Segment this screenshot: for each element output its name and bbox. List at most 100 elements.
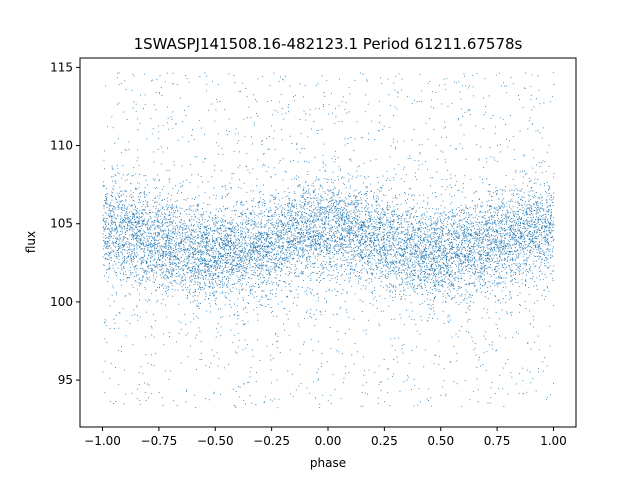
data-point [257, 339, 259, 341]
data-point [448, 212, 450, 213]
data-point [293, 239, 294, 241]
data-point [177, 209, 178, 211]
data-point [365, 200, 367, 201]
data-point [216, 239, 218, 241]
data-point [522, 263, 524, 265]
data-point [353, 203, 355, 205]
data-point [476, 238, 478, 240]
data-point [262, 204, 263, 206]
data-point [499, 272, 500, 274]
data-point [263, 233, 265, 235]
data-point [215, 214, 217, 216]
data-point [381, 221, 383, 223]
data-point [201, 214, 203, 216]
data-point [395, 251, 397, 253]
data-point [450, 299, 452, 301]
data-point [328, 189, 330, 191]
data-point [249, 262, 251, 264]
data-point [428, 208, 430, 210]
data-point [258, 263, 260, 265]
data-point [224, 234, 226, 236]
data-point [371, 205, 373, 207]
data-point [167, 269, 169, 270]
data-point [238, 250, 240, 252]
data-point [429, 253, 431, 255]
data-point [142, 230, 144, 232]
data-point [242, 278, 244, 279]
data-point [126, 246, 128, 248]
data-point [502, 189, 503, 191]
data-point [426, 257, 428, 258]
data-point [213, 275, 215, 277]
data-point [540, 230, 541, 231]
data-point [287, 252, 288, 253]
data-point [546, 266, 548, 268]
data-point [369, 220, 371, 221]
data-point [533, 263, 535, 265]
data-point [515, 257, 517, 259]
data-point [381, 200, 383, 202]
data-point [341, 227, 343, 228]
data-point [143, 248, 145, 250]
data-point [151, 270, 153, 272]
data-point [191, 266, 193, 268]
data-point [113, 221, 115, 223]
data-point [371, 240, 373, 242]
data-point [232, 259, 233, 261]
data-point [267, 236, 269, 238]
data-point [387, 208, 389, 210]
data-point [405, 242, 407, 243]
data-point [495, 271, 497, 273]
data-point [121, 223, 123, 225]
data-point [206, 261, 207, 262]
data-point [442, 244, 444, 246]
data-point [339, 200, 340, 201]
data-point [483, 247, 484, 249]
data-point [263, 257, 265, 259]
data-point [529, 211, 531, 213]
data-point [509, 247, 511, 249]
data-point [138, 187, 140, 189]
data-point [508, 239, 510, 241]
data-point [318, 210, 320, 212]
data-point [463, 261, 465, 262]
data-point [511, 230, 513, 232]
data-point [386, 207, 388, 209]
data-point [313, 245, 315, 247]
data-point [374, 255, 375, 257]
data-point [295, 212, 297, 214]
data-point [469, 238, 471, 240]
data-point [491, 218, 492, 220]
data-point [500, 251, 502, 253]
data-point [413, 232, 415, 233]
data-point [292, 222, 294, 224]
data-point [517, 218, 519, 220]
data-point [225, 252, 226, 254]
data-point [200, 241, 202, 243]
data-point [232, 227, 234, 228]
data-point [298, 258, 300, 260]
data-point [257, 269, 258, 271]
data-point [538, 228, 540, 230]
data-point [439, 289, 441, 291]
data-point [140, 228, 142, 230]
data-point [396, 228, 398, 230]
data-point [169, 235, 171, 237]
data-point [443, 270, 445, 272]
data-point [135, 243, 137, 245]
data-point [133, 209, 135, 211]
data-point [360, 226, 362, 228]
data-point [486, 252, 488, 253]
data-point [347, 173, 349, 174]
data-point [175, 249, 177, 250]
data-point [152, 178, 154, 180]
data-point [131, 239, 132, 240]
data-point [329, 261, 331, 263]
data-point [335, 207, 337, 209]
data-point [284, 204, 286, 205]
data-point [259, 286, 260, 288]
data-point [435, 212, 437, 214]
data-point [220, 253, 221, 255]
data-point [504, 282, 506, 284]
data-point [247, 223, 249, 224]
